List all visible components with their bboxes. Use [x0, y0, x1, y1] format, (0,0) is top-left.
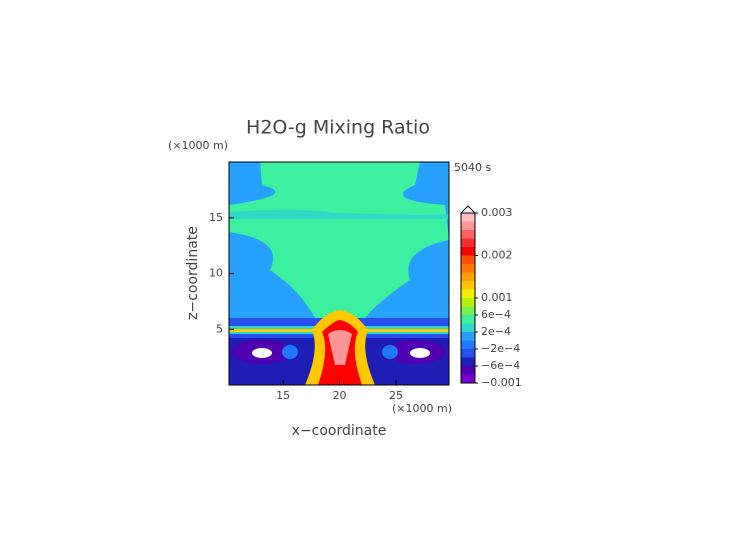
colorbar-box: [461, 289, 475, 298]
contour-region: [328, 330, 352, 365]
x-axis-label: x−coordinate: [292, 423, 387, 439]
colorbar-box: [461, 272, 475, 281]
colorbar-box: [461, 374, 475, 383]
colorbar-box: [461, 357, 475, 366]
colorbar-extension: [459, 205, 477, 214]
colorbar-box: [461, 332, 475, 341]
colorbar-box: [461, 264, 475, 273]
chart-title: H2O-g Mixing Ratio: [246, 117, 430, 139]
colorbar-tick-label: 0.001: [481, 291, 513, 304]
contour-region: [252, 348, 272, 358]
colorbar-box: [461, 340, 475, 349]
colorbar-box: [461, 349, 475, 358]
colorbar-tick-label: 0.002: [481, 249, 513, 262]
colorbar-tick-label: 2e−4: [481, 325, 511, 338]
colorbar-box: [461, 281, 475, 290]
colorbar-box: [461, 221, 475, 230]
colorbar-box: [461, 213, 475, 222]
y-tick-label: 10: [209, 267, 223, 280]
x-tick-label: 25: [389, 389, 403, 402]
colorbar-tick-label: −2e−4: [481, 342, 520, 355]
colorbar-tick-label: −0.001: [481, 376, 522, 389]
contour-region: [382, 345, 398, 359]
contour-region: [282, 345, 298, 359]
x-tick-label: 20: [333, 389, 347, 402]
y-tick-label: 15: [209, 211, 223, 224]
y-unit: (×1000 m): [168, 139, 228, 152]
y-axis-label: z−coordinate: [185, 226, 201, 320]
x-tick-label: 15: [276, 389, 290, 402]
colorbar-tick-label: 6e−4: [481, 308, 511, 321]
colorbar-box: [461, 247, 475, 256]
contour-region: [229, 162, 449, 318]
colorbar-box: [461, 230, 475, 239]
colorbar-box: [461, 255, 475, 264]
colorbar-tick-label: 0.003: [481, 206, 513, 219]
colorbar-box: [461, 238, 475, 247]
colorbar-box: [461, 323, 475, 332]
time-label: 5040 s: [454, 161, 491, 174]
colorbar-box: [461, 366, 475, 375]
contour-region: [229, 209, 449, 219]
colorbar-box: [461, 315, 475, 324]
colorbar-box: [461, 298, 475, 307]
contour-region: [410, 348, 430, 358]
colorbar-box: [461, 306, 475, 315]
contour-field: [229, 162, 449, 385]
colorbar-tick-label: −6e−4: [481, 359, 520, 372]
x-unit: (×1000 m): [392, 402, 452, 415]
y-tick-label: 5: [216, 322, 223, 335]
